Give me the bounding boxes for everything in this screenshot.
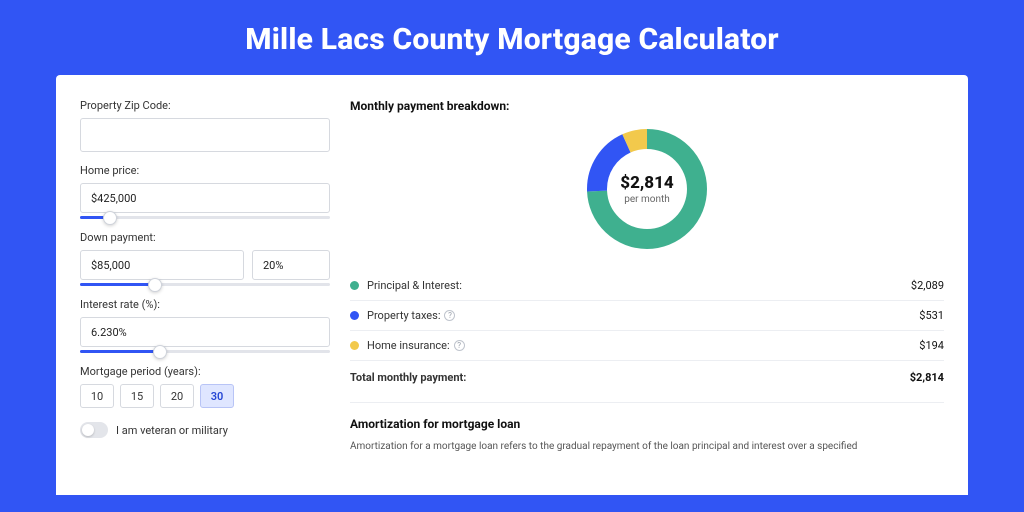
down-payment-percent-input[interactable]: [252, 250, 330, 280]
breakdown-panel: Monthly payment breakdown: $2,814 per mo…: [350, 99, 944, 495]
total-row: Total monthly payment: $2,814: [350, 361, 944, 398]
down-payment-slider[interactable]: [80, 283, 330, 286]
legend-row: Property taxes:? $531: [350, 301, 944, 331]
info-icon[interactable]: ?: [454, 340, 465, 351]
legend-row: Principal & Interest: $2,089: [350, 271, 944, 301]
breakdown-title: Monthly payment breakdown:: [350, 99, 944, 113]
interest-field: Interest rate (%):: [80, 298, 330, 353]
legend-label: Home insurance:: [367, 339, 450, 352]
home-price-label: Home price:: [80, 164, 330, 177]
period-field: Mortgage period (years): 10152030: [80, 365, 330, 408]
veteran-row: I am veteran or military: [80, 422, 330, 438]
legend-value: $531: [919, 309, 944, 322]
donut-amount: $2,814: [620, 173, 673, 193]
legend-dot: [350, 341, 359, 350]
total-label: Total monthly payment:: [350, 371, 466, 384]
period-button-15[interactable]: 15: [120, 384, 154, 408]
zip-label: Property Zip Code:: [80, 99, 330, 112]
calculator-card: Property Zip Code: Home price: Down paym…: [56, 75, 968, 495]
legend-dot: [350, 311, 359, 320]
legend-label: Property taxes:: [367, 309, 440, 322]
zip-field: Property Zip Code:: [80, 99, 330, 152]
legend: Principal & Interest: $2,089 Property taxe…: [350, 271, 944, 361]
down-payment-amount-input[interactable]: [80, 250, 244, 280]
down-payment-label: Down payment:: [80, 231, 330, 244]
legend-label: Principal & Interest:: [367, 279, 462, 292]
amortization-title: Amortization for mortgage loan: [350, 417, 944, 431]
legend-row: Home insurance:? $194: [350, 331, 944, 361]
period-button-10[interactable]: 10: [80, 384, 114, 408]
slider-thumb[interactable]: [153, 345, 167, 359]
donut-center: $2,814 per month: [581, 123, 713, 255]
interest-label: Interest rate (%):: [80, 298, 330, 311]
donut-chart-wrap: $2,814 per month: [350, 123, 944, 255]
total-value: $2,814: [910, 371, 944, 384]
down-payment-field: Down payment:: [80, 231, 330, 286]
interest-input[interactable]: [80, 317, 330, 347]
donut-sub: per month: [624, 194, 670, 205]
amortization-text: Amortization for a mortgage loan refers …: [350, 439, 944, 454]
period-button-30[interactable]: 30: [200, 384, 234, 408]
amortization-section: Amortization for mortgage loan Amortizat…: [350, 402, 944, 454]
home-price-input[interactable]: [80, 183, 330, 213]
home-price-slider[interactable]: [80, 216, 330, 219]
zip-input[interactable]: [80, 118, 330, 152]
slider-thumb[interactable]: [103, 211, 117, 225]
veteran-label: I am veteran or military: [116, 424, 228, 437]
page-title: Mille Lacs County Mortgage Calculator: [56, 0, 968, 75]
interest-slider[interactable]: [80, 350, 330, 353]
donut-chart: $2,814 per month: [581, 123, 713, 255]
legend-dot: [350, 281, 359, 290]
form-panel: Property Zip Code: Home price: Down paym…: [80, 99, 330, 495]
info-icon[interactable]: ?: [444, 310, 455, 321]
legend-value: $194: [919, 339, 944, 352]
slider-thumb[interactable]: [148, 278, 162, 292]
veteran-toggle[interactable]: [80, 422, 108, 438]
period-label: Mortgage period (years):: [80, 365, 330, 378]
legend-value: $2,089: [911, 279, 944, 292]
home-price-field: Home price:: [80, 164, 330, 219]
period-button-20[interactable]: 20: [160, 384, 194, 408]
